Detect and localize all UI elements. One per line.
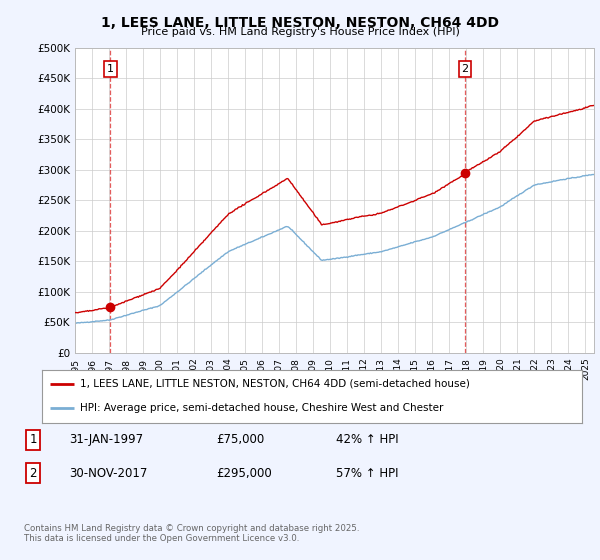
Text: 1: 1 bbox=[29, 433, 37, 446]
Text: 57% ↑ HPI: 57% ↑ HPI bbox=[336, 466, 398, 480]
Text: Price paid vs. HM Land Registry's House Price Index (HPI): Price paid vs. HM Land Registry's House … bbox=[140, 27, 460, 37]
Text: Contains HM Land Registry data © Crown copyright and database right 2025.
This d: Contains HM Land Registry data © Crown c… bbox=[24, 524, 359, 543]
Text: 1: 1 bbox=[107, 64, 114, 74]
Text: £75,000: £75,000 bbox=[216, 433, 264, 446]
Text: 2: 2 bbox=[29, 466, 37, 480]
Text: £295,000: £295,000 bbox=[216, 466, 272, 480]
Text: 42% ↑ HPI: 42% ↑ HPI bbox=[336, 433, 398, 446]
Text: 2: 2 bbox=[461, 64, 469, 74]
Text: 1, LEES LANE, LITTLE NESTON, NESTON, CH64 4DD: 1, LEES LANE, LITTLE NESTON, NESTON, CH6… bbox=[101, 16, 499, 30]
Text: 31-JAN-1997: 31-JAN-1997 bbox=[69, 433, 143, 446]
Text: HPI: Average price, semi-detached house, Cheshire West and Chester: HPI: Average price, semi-detached house,… bbox=[80, 403, 443, 413]
Text: 1, LEES LANE, LITTLE NESTON, NESTON, CH64 4DD (semi-detached house): 1, LEES LANE, LITTLE NESTON, NESTON, CH6… bbox=[80, 379, 470, 389]
Text: 30-NOV-2017: 30-NOV-2017 bbox=[69, 466, 148, 480]
